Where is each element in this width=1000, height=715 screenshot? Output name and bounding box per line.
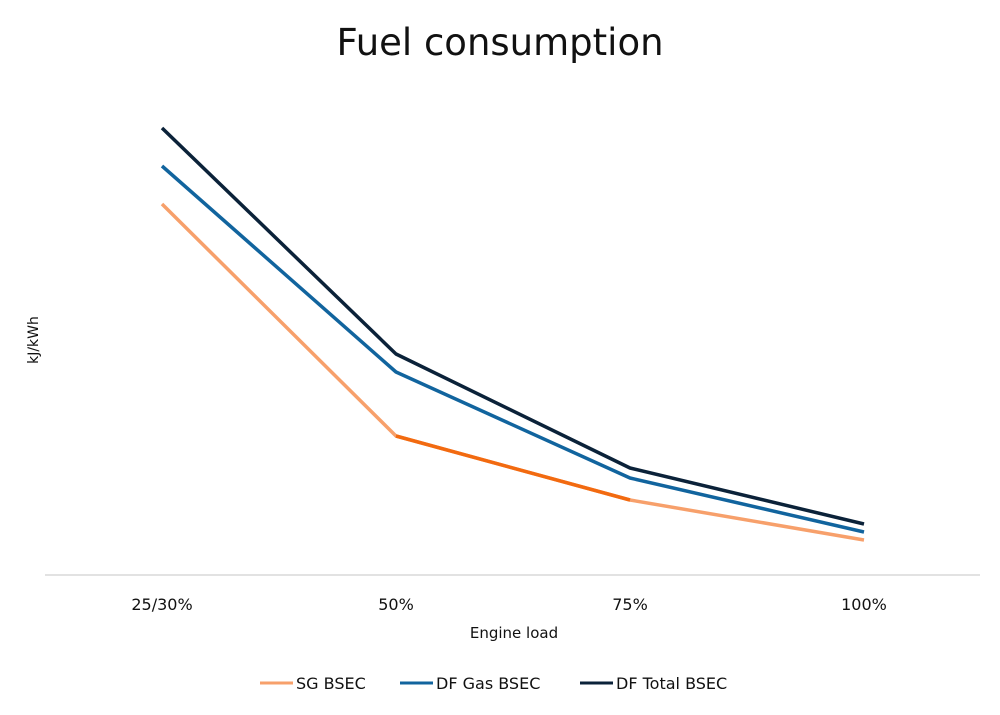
x-axis-label: Engine load bbox=[470, 624, 558, 642]
legend-label: SG BSEC bbox=[296, 674, 366, 693]
x-tick-label: 75% bbox=[612, 595, 648, 614]
legend-label: DF Gas BSEC bbox=[436, 674, 540, 693]
chart-title: Fuel consumption bbox=[336, 21, 663, 64]
series-line-df-gas-bsec bbox=[162, 166, 864, 532]
legend-label: DF Total BSEC bbox=[616, 674, 727, 693]
legend-item: SG BSEC bbox=[260, 674, 366, 693]
legend-item: DF Total BSEC bbox=[580, 674, 727, 693]
legend-item: DF Gas BSEC bbox=[400, 674, 540, 693]
x-tick-label: 100% bbox=[841, 595, 887, 614]
series-line-sg-bsec bbox=[162, 204, 864, 540]
series-line-df-total-bsec bbox=[162, 128, 864, 524]
y-axis-label: kJ/kWh bbox=[26, 316, 42, 364]
x-tick-label: 50% bbox=[378, 595, 414, 614]
highlighted-segment bbox=[396, 436, 630, 500]
x-tick-label: 25/30% bbox=[131, 595, 192, 614]
